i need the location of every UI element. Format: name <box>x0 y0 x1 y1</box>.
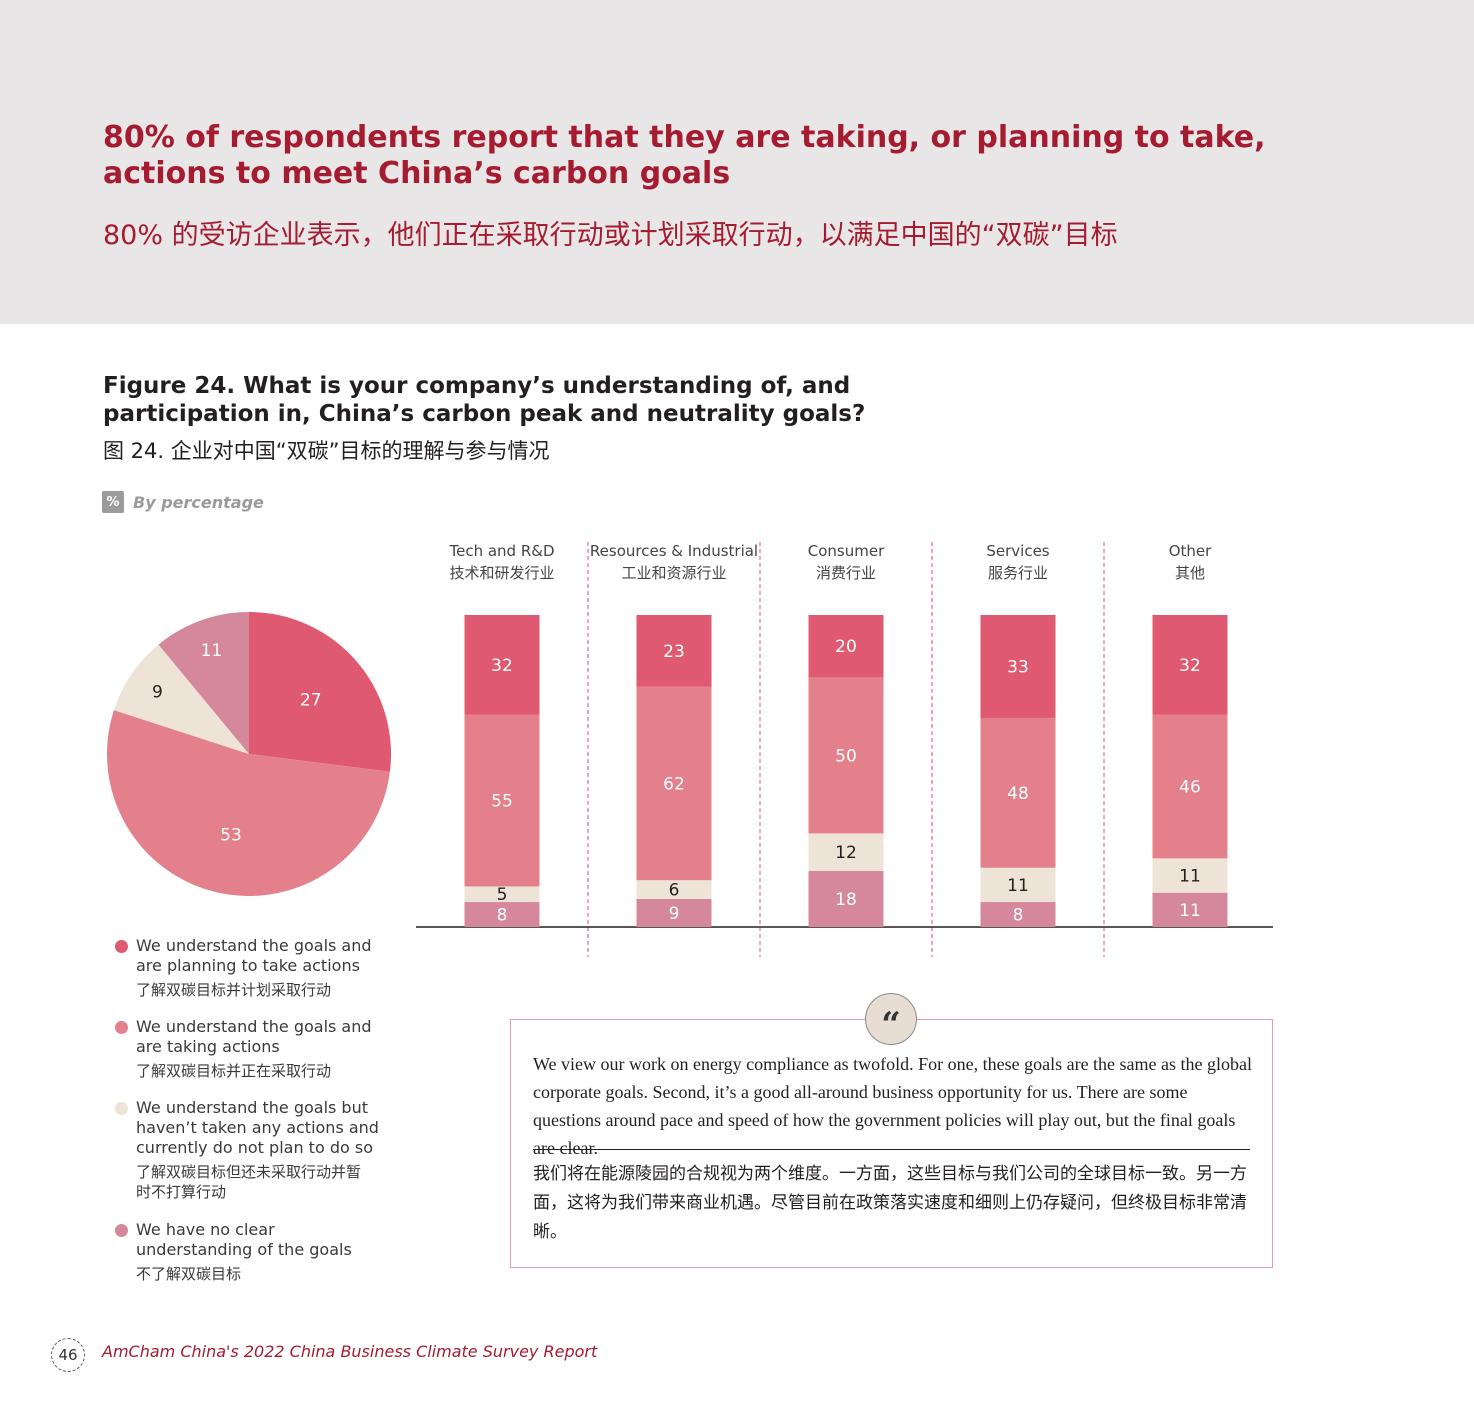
bar-segment <box>808 677 884 834</box>
bar-segment <box>636 880 712 899</box>
bar-segment-label: 62 <box>663 775 685 795</box>
unit-label: By percentage <box>133 492 264 512</box>
percentage-icon: % <box>102 491 124 513</box>
bar-segment <box>1152 892 1228 927</box>
bar-segment-label: 8 <box>497 906 508 926</box>
bar-segment-label: 32 <box>1179 656 1201 676</box>
bar-segment <box>464 902 540 927</box>
bar-segment-label: 12 <box>835 843 857 863</box>
bar-segment <box>1152 714 1228 859</box>
bar-segment-label: 11 <box>1007 876 1029 896</box>
pie-slice <box>249 612 392 772</box>
category-label-chinese: 其他 <box>1175 564 1205 582</box>
headline-chinese: 80% 的受访企业表示，他们正在采取行动或计划采取行动，以满足中国的“双碳”目标 <box>103 220 1118 251</box>
category-label-english: Resources & Industrial <box>590 542 758 560</box>
pie-slice-label: 53 <box>220 825 242 845</box>
bar-segment <box>808 615 884 678</box>
bar-segment-label: 5 <box>497 885 508 905</box>
bar-segment-label: 11 <box>1179 867 1201 887</box>
bar-segment-label: 33 <box>1007 658 1029 678</box>
bar-segment-label: 11 <box>1179 901 1201 921</box>
bar-segment <box>980 902 1056 927</box>
legend-label-english: We understand the goals but haven’t take… <box>136 1098 379 1157</box>
quote-divider <box>533 1149 1250 1150</box>
pie-slice <box>113 644 249 754</box>
quote-text-english: We view our work on energy compliance as… <box>533 1054 1253 1158</box>
bar-segment-label: 32 <box>491 656 513 676</box>
category-label-chinese: 服务行业 <box>988 564 1048 582</box>
bar-segment-label: 50 <box>835 746 857 766</box>
bar-segment <box>464 714 540 887</box>
legend-label-chinese: 了解双碳目标但还未采取行动并暂时不打算行动 <box>136 1163 362 1201</box>
category-label-english: Tech and R&D <box>448 542 554 560</box>
bar-segment <box>636 898 712 927</box>
page-number: 46 <box>51 1338 85 1372</box>
bar-segment-label: 9 <box>669 904 680 924</box>
legend-label-chinese: 了解双碳目标并计划采取行动 <box>136 981 332 999</box>
legend-dot-icon <box>115 1021 128 1034</box>
category-label-chinese: 工业和资源行业 <box>621 564 726 582</box>
legend-dot-icon <box>115 1102 128 1115</box>
headline-banner <box>0 0 1474 324</box>
category-label-english: Other <box>1169 542 1212 560</box>
category-label-english: Consumer <box>808 542 885 560</box>
quote-text-chinese: 我们将在能源陵园的合规视为两个维度。一方面，这些目标与我们公司的全球目标一致。另… <box>533 1164 1247 1242</box>
pie-slice-label: 9 <box>152 683 163 703</box>
bar-segment <box>980 717 1056 868</box>
legend-label-english: We understand the goals and are planning… <box>136 936 372 975</box>
bar-segment-label: 20 <box>835 637 857 657</box>
bar-segment <box>1152 858 1228 893</box>
bar-segment-label: 6 <box>669 881 680 901</box>
bar-segment-label: 46 <box>1179 778 1201 798</box>
bar-segment <box>980 615 1056 718</box>
bar-segment <box>980 867 1056 903</box>
bar-segment <box>636 615 712 687</box>
bar-segment <box>1152 615 1228 715</box>
legend-dot-icon <box>115 1224 128 1237</box>
bar-segment-label: 23 <box>663 642 685 662</box>
bar-segment <box>808 833 884 871</box>
category-label-english: Services <box>986 542 1049 560</box>
legend-label-chinese: 不了解双碳目标 <box>136 1265 242 1283</box>
pie-slice <box>107 710 390 897</box>
legend-label-english: We have no clear understanding of the go… <box>136 1220 352 1259</box>
bar-segment-label: 8 <box>1013 906 1024 926</box>
bar-segment-label: 18 <box>835 890 857 910</box>
footer-report-title: AmCham China's 2022 China Business Clima… <box>102 1342 598 1361</box>
pie-slice <box>158 612 249 754</box>
bar-segment-label: 48 <box>1007 784 1029 804</box>
legend-dot-icon <box>115 940 128 953</box>
pie-slice-label: 11 <box>201 641 223 661</box>
category-label-chinese: 消费行业 <box>816 564 876 582</box>
figure-title-chinese: 图 24. 企业对中国“双碳”目标的理解与参与情况 <box>103 439 550 463</box>
pie-slice-label: 27 <box>300 691 322 711</box>
bar-segment <box>636 686 712 881</box>
legend-label-chinese: 了解双碳目标并正在采取行动 <box>136 1062 332 1080</box>
headline-english: 80% of respondents report that they are … <box>103 120 1266 191</box>
bar-segment-label: 55 <box>491 792 513 812</box>
unit-indicator: % By percentage <box>102 491 264 513</box>
quote-mark-icon: “ <box>865 993 917 1045</box>
legend-label-english: We understand the goals and are taking a… <box>136 1017 372 1056</box>
figure-title-english: Figure 24. What is your company’s unders… <box>103 373 866 427</box>
bar-segment <box>808 870 884 927</box>
bar-segment <box>464 615 540 715</box>
category-label-chinese: 技术和研发行业 <box>449 564 554 582</box>
bar-segment <box>464 886 540 903</box>
